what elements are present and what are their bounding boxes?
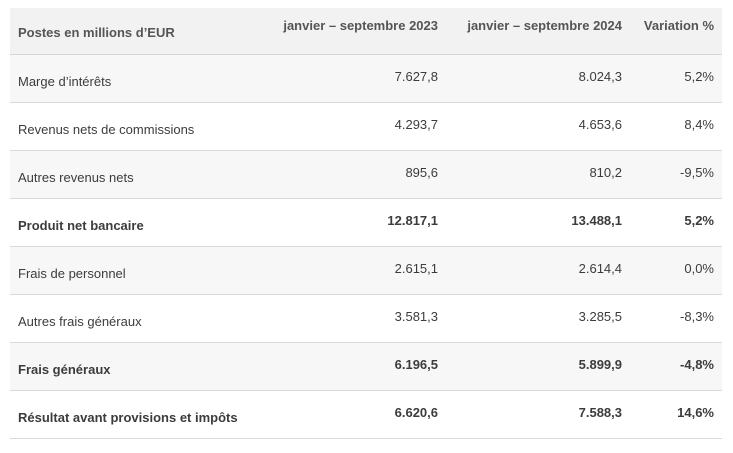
value-variation: 0,0%	[630, 246, 722, 295]
value-2024: 7.588,3	[446, 390, 630, 439]
table-row: Marge d’intérêts 7.627,8 8.024,3 5,2%	[10, 54, 722, 103]
header-row: Postes en millions d’EUR janvier – septe…	[10, 8, 722, 55]
value-2023: 895,6	[262, 150, 446, 199]
row-label: Produit net bancaire	[10, 198, 262, 247]
value-2024: 810,2	[446, 150, 630, 199]
header-2023: janvier – septembre 2023	[262, 8, 446, 55]
table-row: Autres frais généraux 3.581,3 3.285,5 -8…	[10, 294, 722, 343]
value-2024: 13.488,1	[446, 198, 630, 247]
value-2023: 3.581,3	[262, 294, 446, 343]
value-2023: 6.620,6	[262, 390, 446, 439]
value-2023: 6.196,5	[262, 342, 446, 391]
row-label: Autres revenus nets	[10, 150, 262, 199]
table-row-total: Résultat avant provisions et impôts 6.62…	[10, 390, 722, 439]
header-variation: Variation %	[630, 8, 722, 55]
header-postes: Postes en millions d’EUR	[10, 8, 262, 55]
table-row: Frais de personnel 2.615,1 2.614,4 0,0%	[10, 246, 722, 295]
row-label: Marge d’intérêts	[10, 54, 262, 103]
value-2024: 2.614,4	[446, 246, 630, 295]
row-label: Autres frais généraux	[10, 294, 262, 343]
value-2023: 7.627,8	[262, 54, 446, 103]
value-2023: 4.293,7	[262, 102, 446, 151]
value-variation: -8,3%	[630, 294, 722, 343]
value-2024: 4.653,6	[446, 102, 630, 151]
financial-results-table: Postes en millions d’EUR janvier – septe…	[10, 8, 722, 439]
table-header: Postes en millions d’EUR janvier – septe…	[10, 8, 722, 55]
row-label: Revenus nets de commissions	[10, 102, 262, 151]
value-2024: 3.285,5	[446, 294, 630, 343]
value-2024: 5.899,9	[446, 342, 630, 391]
row-label: Frais généraux	[10, 342, 262, 391]
value-variation: 14,6%	[630, 390, 722, 439]
header-2024: janvier – septembre 2024	[446, 8, 630, 55]
row-label: Résultat avant provisions et impôts	[10, 390, 262, 439]
value-2024: 8.024,3	[446, 54, 630, 103]
table-row-subtotal: Frais généraux 6.196,5 5.899,9 -4,8%	[10, 342, 722, 391]
value-variation: 5,2%	[630, 54, 722, 103]
table-row-subtotal: Produit net bancaire 12.817,1 13.488,1 5…	[10, 198, 722, 247]
table-row: Autres revenus nets 895,6 810,2 -9,5%	[10, 150, 722, 199]
value-variation: 8,4%	[630, 102, 722, 151]
value-2023: 12.817,1	[262, 198, 446, 247]
value-2023: 2.615,1	[262, 246, 446, 295]
value-variation: -4,8%	[630, 342, 722, 391]
value-variation: -9,5%	[630, 150, 722, 199]
row-label: Frais de personnel	[10, 246, 262, 295]
value-variation: 5,2%	[630, 198, 722, 247]
table-body: Marge d’intérêts 7.627,8 8.024,3 5,2% Re…	[10, 54, 722, 439]
table-row: Revenus nets de commissions 4.293,7 4.65…	[10, 102, 722, 151]
